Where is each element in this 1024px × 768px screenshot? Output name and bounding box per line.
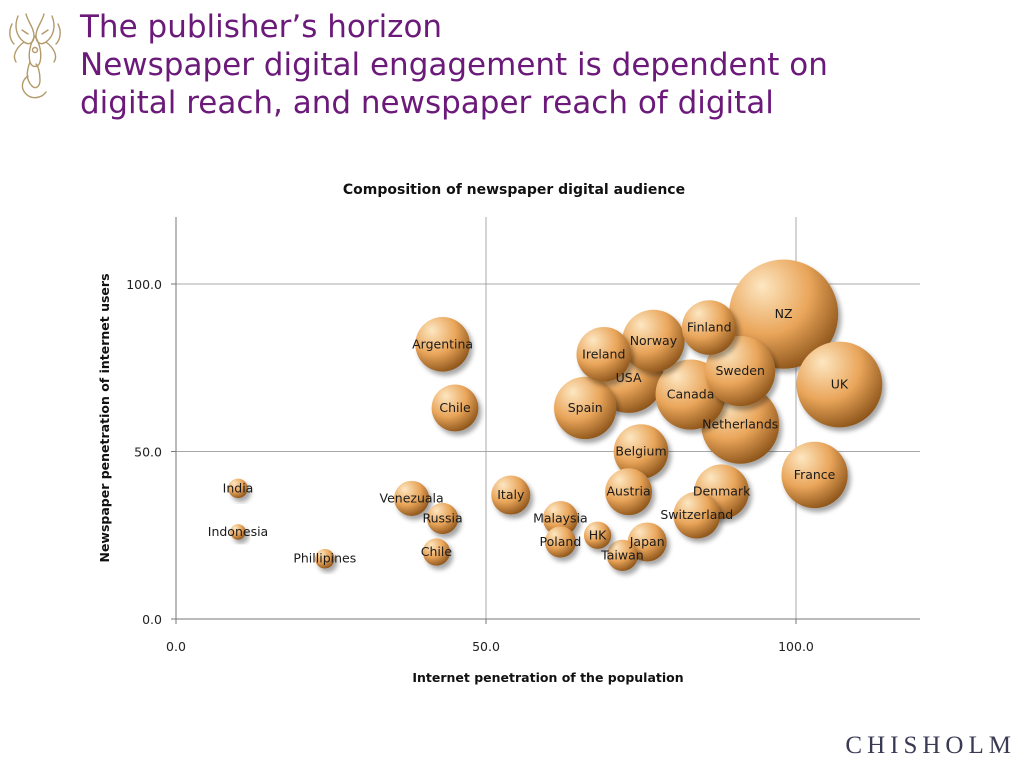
bubble-label: Ireland xyxy=(582,346,625,361)
bubbles xyxy=(228,259,883,571)
bubble-label: UK xyxy=(831,377,849,392)
bubble-label: Denmark xyxy=(693,484,751,499)
title-line-1: The publisher’s horizon xyxy=(80,9,443,45)
bubble-label: Japan xyxy=(629,534,665,549)
bubble-label: Belgium xyxy=(615,444,666,459)
chart-title: Composition of newspaper digital audienc… xyxy=(343,182,685,198)
bubble-label: Spain xyxy=(568,400,603,415)
x-tick-label: 0.0 xyxy=(166,639,186,654)
bubble-point xyxy=(781,441,848,509)
bubble-label: Indonesia xyxy=(208,524,268,539)
bubble-label: Switzerland xyxy=(660,507,733,522)
bubble-label: Chile xyxy=(439,400,471,415)
bubble-labels: India Indonesia Phillipines Venezuala Russia… xyxy=(208,306,849,566)
bubble-point xyxy=(613,424,669,479)
bubble-point xyxy=(542,500,578,537)
x-tick-label: 50.0 xyxy=(472,639,500,654)
title-line-2: Newspaper digital engagement is dependen… xyxy=(80,47,828,83)
y-axis-title: Newspaper penetration of internet users xyxy=(97,273,112,562)
bubble-label: Sweden xyxy=(715,363,764,378)
axes: 0.0 50.0 100.0 0.0 50.0 100.0 xyxy=(126,217,920,654)
bubble-point xyxy=(606,539,639,571)
bubble-point xyxy=(554,376,617,440)
brand-wordmark: CHISHOLM xyxy=(845,732,1016,759)
bubble-point xyxy=(796,341,883,428)
bubble-label: Phillipines xyxy=(293,551,356,566)
bubble-point xyxy=(427,502,459,535)
bubble-point xyxy=(431,384,479,432)
bubble-point xyxy=(622,309,685,373)
bubble-point xyxy=(605,468,652,516)
bubble-point xyxy=(415,317,470,372)
title-line-3: digital reach, and newspaper reach of di… xyxy=(80,85,774,121)
bubble-point xyxy=(394,480,430,516)
bubble-point xyxy=(576,327,632,382)
bubble-point xyxy=(705,336,776,407)
slide-title: The publisher’s horizon Newspaper digita… xyxy=(80,8,828,122)
bubble-point xyxy=(583,521,612,549)
bubble-point xyxy=(230,524,246,540)
bubble-point xyxy=(228,478,248,499)
y-tick-label: 0.0 xyxy=(142,612,162,627)
bubble-label: Netherlands xyxy=(702,417,778,432)
bubble-label: Canada xyxy=(667,387,715,402)
bubble-point xyxy=(681,300,737,355)
bubble-point xyxy=(544,526,577,558)
bubble-label: Poland xyxy=(540,534,582,549)
y-tick-label: 50.0 xyxy=(134,445,162,460)
bubble-label: Russia xyxy=(422,511,462,526)
bubble-label: Venezuala xyxy=(380,490,444,505)
bubble-point xyxy=(673,491,721,539)
bubble-point xyxy=(491,475,531,515)
bubble-label: NZ xyxy=(775,306,793,321)
bubble-point xyxy=(315,548,335,569)
bubble-label: Austria xyxy=(607,484,651,499)
bubble-label: France xyxy=(794,467,836,482)
x-tick-label: 100.0 xyxy=(778,639,814,654)
bubble-label: USA xyxy=(616,370,642,385)
bubble-label: Chile xyxy=(421,544,453,559)
bubble-label: Norway xyxy=(630,333,678,348)
bubble-label: Argentina xyxy=(412,336,473,351)
x-axis-title: Internet penetration of the population xyxy=(412,670,683,685)
bubble-point xyxy=(422,538,451,566)
bubble-label: India xyxy=(223,480,254,495)
bubble-label: Italy xyxy=(497,487,525,502)
dragon-crest-logo-icon xyxy=(4,6,66,104)
bubble-label: Taiwan xyxy=(600,547,644,562)
bubble-label: Finland xyxy=(687,320,732,335)
y-tick-label: 100.0 xyxy=(126,277,162,292)
bubble-label: HK xyxy=(589,527,607,542)
bubble-label: Malaysia xyxy=(533,511,588,526)
